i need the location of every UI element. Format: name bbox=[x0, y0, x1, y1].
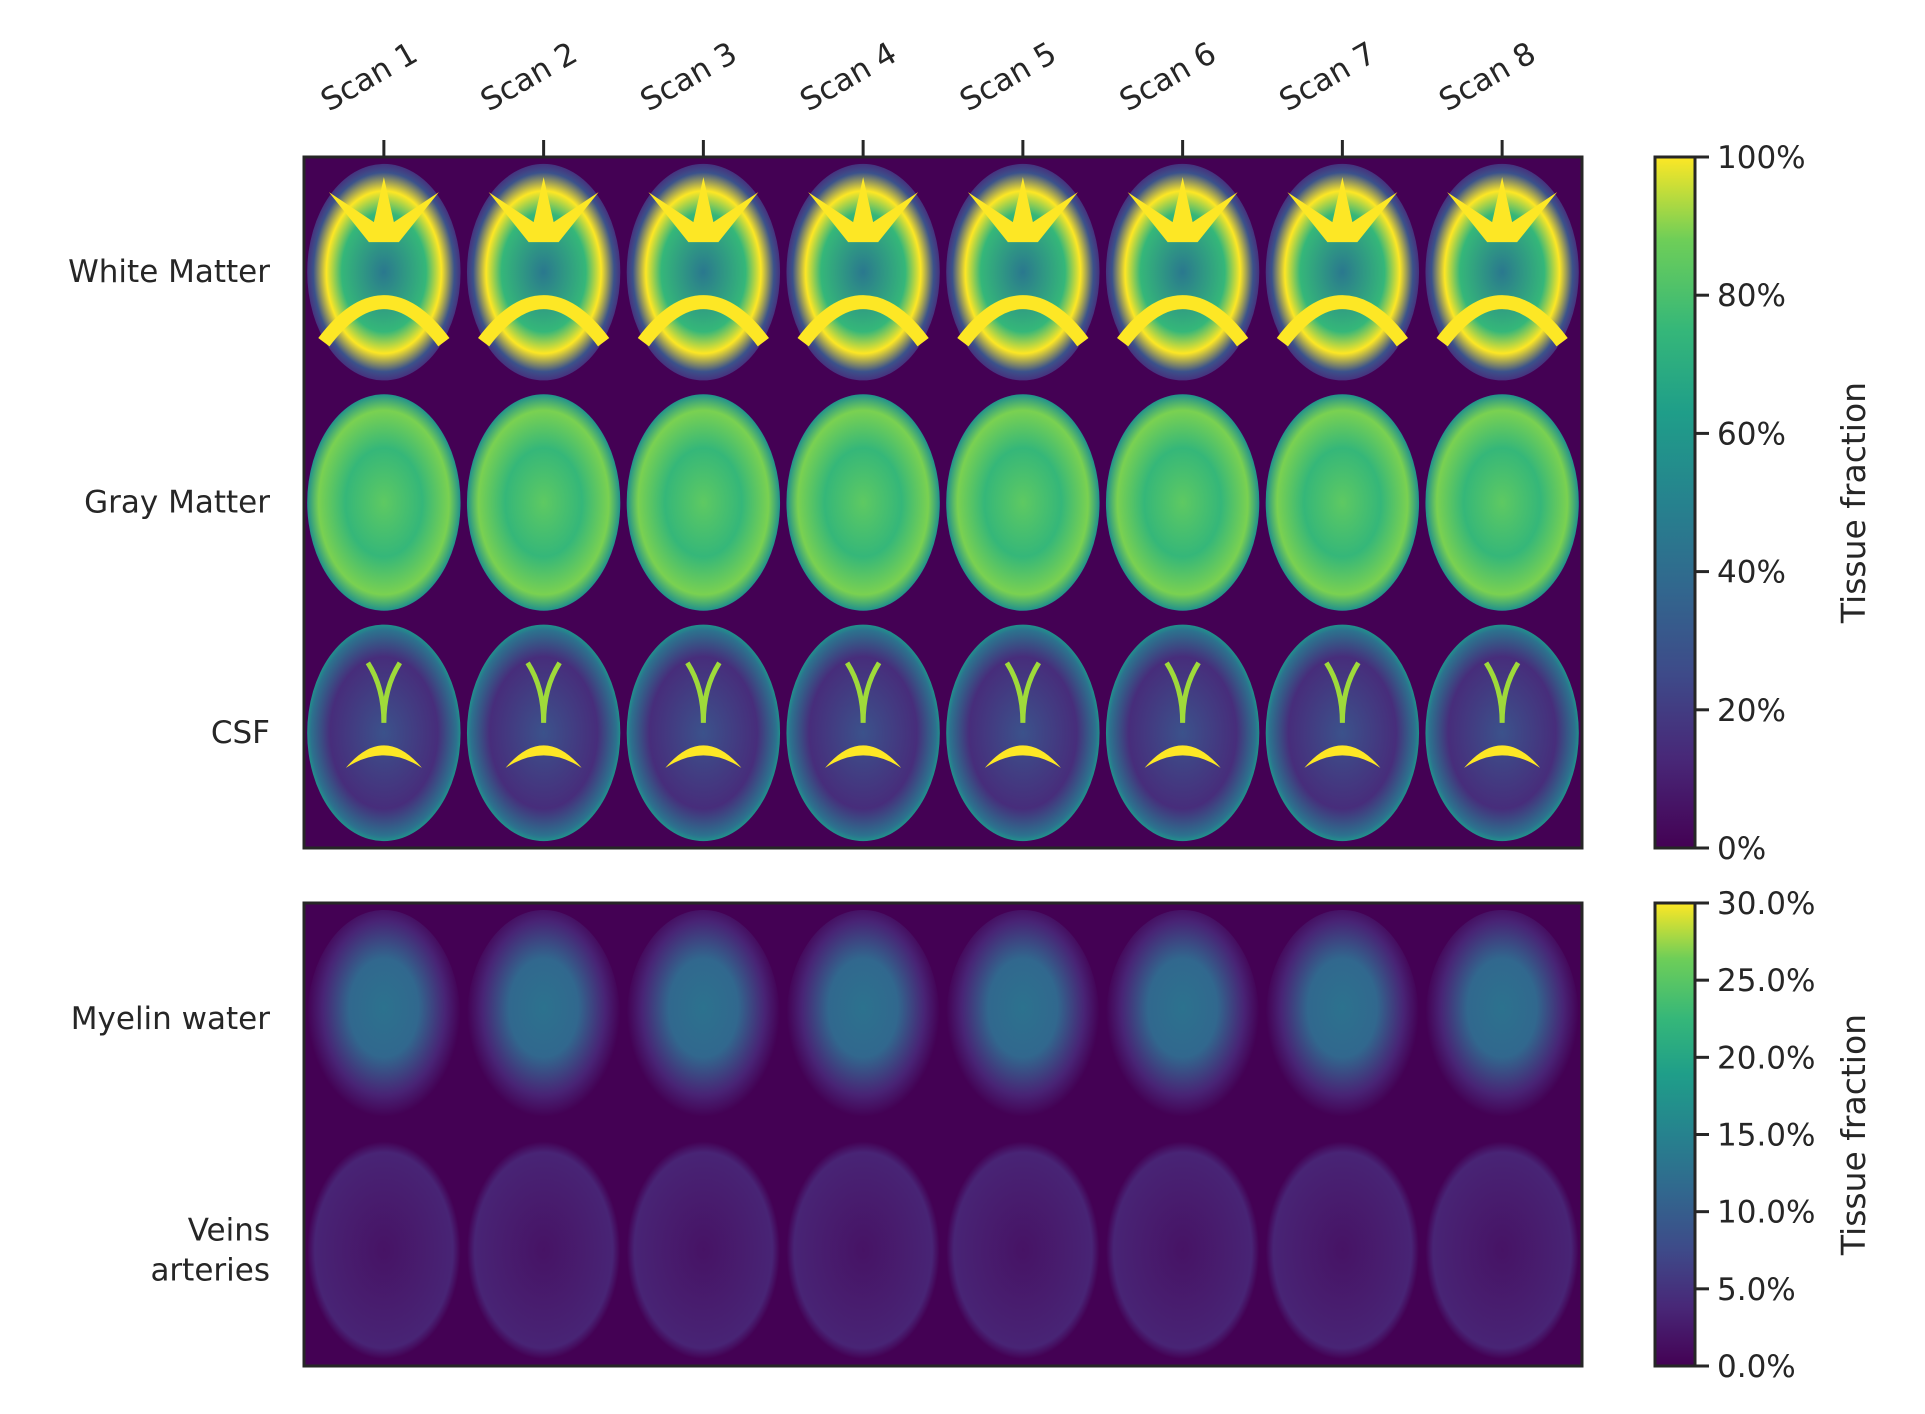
colorbar-tick-label: 20.0% bbox=[1717, 1040, 1815, 1076]
colorbar-label: Tissue fraction bbox=[1834, 1014, 1873, 1256]
brain-image-csf-scan-6 bbox=[1105, 624, 1260, 842]
colorbar-2 bbox=[1653, 901, 1697, 1368]
white-matter-mark bbox=[1117, 295, 1249, 347]
ventricle-mark bbox=[1004, 661, 1042, 723]
brain-image-veins-arteries-scan-6 bbox=[1105, 1141, 1260, 1360]
ventricle-mark bbox=[984, 745, 1061, 768]
column-label: Scan 3 bbox=[634, 35, 743, 119]
row-label: Veins bbox=[188, 1212, 270, 1248]
brain-image-veins-arteries-scan-7 bbox=[1265, 1141, 1420, 1360]
brain-image-csf-scan-7 bbox=[1265, 624, 1420, 842]
ventricle-mark bbox=[525, 661, 562, 723]
colorbar-tick-label: 60% bbox=[1717, 416, 1786, 452]
brain-image-veins-arteries-scan-4 bbox=[786, 1141, 940, 1360]
white-matter-mark bbox=[1447, 177, 1558, 243]
colorbar-tick-label: 25.0% bbox=[1717, 963, 1815, 999]
row-label: Myelin water bbox=[71, 1001, 270, 1037]
white-matter-mark bbox=[797, 295, 929, 347]
ventricle-mark bbox=[365, 661, 403, 723]
brain-image-veins-arteries-scan-3 bbox=[626, 1141, 781, 1360]
ventricle-mark bbox=[825, 745, 902, 768]
panel-1-frame bbox=[302, 155, 1584, 850]
white-matter-mark bbox=[1287, 177, 1398, 243]
colorbar-tick-label: 5.0% bbox=[1717, 1272, 1796, 1308]
brain-image-myelin-water-scan-8 bbox=[1425, 909, 1579, 1128]
colorbar-tick-label: 40% bbox=[1717, 555, 1786, 591]
white-matter-mark bbox=[1127, 177, 1238, 243]
colorbar-1 bbox=[1653, 155, 1697, 850]
row-label: White Matter bbox=[68, 254, 270, 290]
ventricle-mark bbox=[665, 745, 742, 768]
white-matter-mark bbox=[1436, 295, 1568, 347]
brain-image-csf-scan-8 bbox=[1425, 624, 1579, 842]
ventricle-mark bbox=[1484, 661, 1521, 723]
colorbar-tick-label: 10.0% bbox=[1717, 1195, 1815, 1231]
panel-2-frame bbox=[302, 901, 1584, 1368]
brain-image-gray-matter-scan-1 bbox=[307, 394, 461, 611]
white-matter-mark bbox=[478, 295, 610, 347]
column-label: Scan 7 bbox=[1273, 35, 1382, 119]
brain-image-veins-arteries-scan-1 bbox=[307, 1141, 461, 1360]
brain-image-veins-arteries-scan-8 bbox=[1425, 1141, 1579, 1360]
ventricle-mark bbox=[685, 661, 722, 723]
brain-image-gray-matter-scan-6 bbox=[1105, 394, 1260, 611]
brain-image-myelin-water-scan-6 bbox=[1105, 909, 1260, 1128]
ventricle-mark bbox=[1324, 661, 1361, 723]
brain-image-myelin-water-scan-3 bbox=[626, 909, 781, 1128]
brain-image-csf-scan-3 bbox=[626, 624, 781, 842]
white-matter-mark bbox=[808, 177, 919, 243]
white-matter-mark bbox=[637, 295, 769, 347]
row-label: CSF bbox=[211, 715, 270, 751]
ventricle-mark bbox=[1144, 745, 1221, 768]
brain-image-gray-matter-scan-4 bbox=[786, 394, 940, 611]
colorbar-label: Tissue fraction bbox=[1834, 382, 1873, 624]
white-matter-mark bbox=[488, 177, 599, 243]
column-label: Scan 6 bbox=[1114, 35, 1223, 119]
row-label: arteries bbox=[150, 1252, 270, 1288]
brain-image-veins-arteries-scan-5 bbox=[946, 1141, 1100, 1360]
brain-image-veins-arteries-scan-2 bbox=[466, 1141, 621, 1360]
row-label: Gray Matter bbox=[84, 485, 270, 521]
column-label: Scan 1 bbox=[315, 35, 424, 119]
brain-image-gray-matter-scan-2 bbox=[466, 394, 621, 611]
colorbar-tick-label: 0.0% bbox=[1717, 1349, 1796, 1385]
brain-image-myelin-water-scan-7 bbox=[1265, 909, 1420, 1128]
brain-image-gray-matter-scan-3 bbox=[626, 394, 781, 611]
brain-image-myelin-water-scan-4 bbox=[786, 909, 940, 1128]
brain-image-myelin-water-scan-5 bbox=[946, 909, 1100, 1128]
white-matter-mark bbox=[967, 177, 1078, 243]
ventricle-mark bbox=[345, 745, 422, 768]
white-matter-mark bbox=[328, 177, 439, 243]
ventricle-mark bbox=[1304, 745, 1381, 768]
colorbar-tick-label: 20% bbox=[1717, 693, 1786, 729]
white-matter-mark bbox=[648, 177, 759, 243]
ventricle-mark bbox=[505, 745, 582, 768]
brain-image-gray-matter-scan-8 bbox=[1425, 394, 1579, 611]
brain-image-gray-matter-scan-5 bbox=[946, 394, 1100, 611]
ventricle-mark bbox=[1164, 661, 1201, 723]
colorbar-tick-label: 30.0% bbox=[1717, 886, 1815, 922]
ventricle-mark bbox=[844, 661, 882, 723]
column-label: Scan 2 bbox=[475, 35, 584, 119]
brain-image-myelin-water-scan-2 bbox=[466, 909, 621, 1128]
colorbar-tick-label: 100% bbox=[1717, 140, 1806, 176]
white-matter-mark bbox=[318, 295, 450, 347]
white-matter-mark bbox=[1276, 295, 1408, 347]
colorbar-tick-label: 0% bbox=[1717, 831, 1766, 867]
column-label: Scan 4 bbox=[794, 35, 903, 119]
column-label: Scan 5 bbox=[954, 35, 1063, 119]
brain-image-csf-scan-1 bbox=[307, 624, 461, 842]
white-matter-mark bbox=[957, 295, 1089, 347]
colorbar-tick-label: 80% bbox=[1717, 278, 1786, 314]
column-label: Scan 8 bbox=[1433, 35, 1542, 119]
brain-image-csf-scan-5 bbox=[946, 624, 1100, 842]
brain-image-myelin-water-scan-1 bbox=[307, 909, 461, 1128]
brain-image-csf-scan-4 bbox=[786, 624, 940, 842]
brain-image-csf-scan-2 bbox=[466, 624, 621, 842]
colorbar-tick-label: 15.0% bbox=[1717, 1118, 1815, 1154]
brain-image-gray-matter-scan-7 bbox=[1265, 394, 1420, 611]
ventricle-mark bbox=[1464, 745, 1541, 768]
